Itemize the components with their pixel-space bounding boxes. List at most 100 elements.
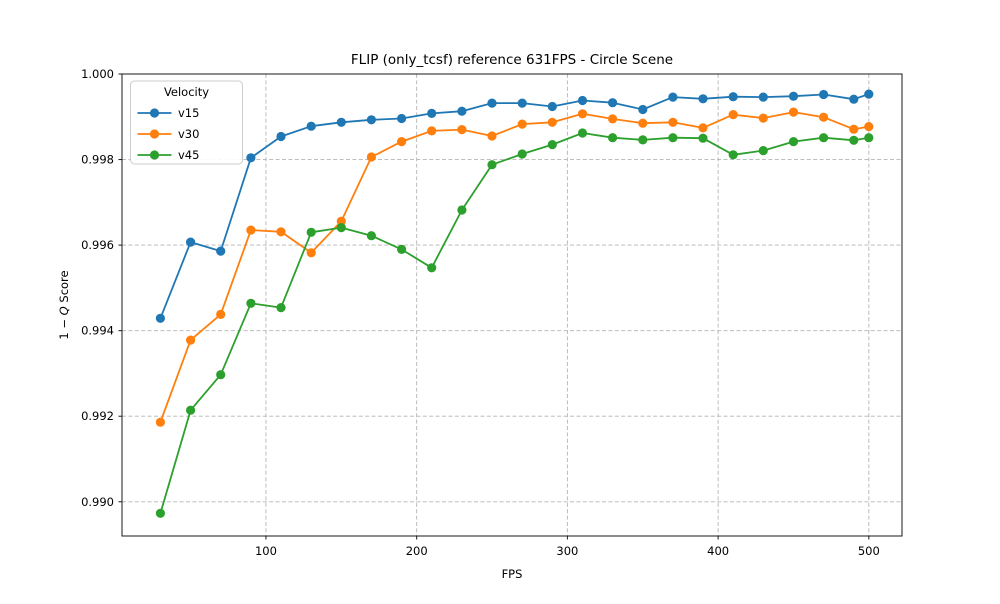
data-point-v30 bbox=[246, 225, 256, 235]
data-point-v15 bbox=[155, 313, 165, 323]
data-point-v45 bbox=[246, 298, 256, 308]
data-point-v45 bbox=[336, 223, 346, 233]
data-point-v30 bbox=[336, 216, 346, 226]
data-point-v30 bbox=[668, 117, 678, 127]
data-point-v15 bbox=[397, 113, 407, 124]
data-point-v45 bbox=[864, 133, 874, 143]
x-tick-label: 500 bbox=[858, 544, 880, 558]
data-point-v30 bbox=[276, 227, 286, 237]
data-point-v30 bbox=[819, 112, 829, 122]
legend-entry-label-v30: v30 bbox=[178, 127, 199, 141]
data-point-v45 bbox=[457, 205, 467, 215]
data-point-v30 bbox=[517, 119, 527, 129]
legend-box bbox=[130, 80, 243, 165]
data-point-v15 bbox=[608, 98, 618, 108]
y-tick-label: 1.000 bbox=[81, 67, 114, 81]
data-point-v15 bbox=[788, 91, 799, 101]
data-point-v15 bbox=[366, 115, 376, 125]
data-point-v30 bbox=[397, 137, 407, 147]
data-point-v45 bbox=[547, 140, 557, 150]
data-point-v15 bbox=[517, 98, 527, 108]
data-point-v30 bbox=[864, 122, 874, 132]
y-tick-label: 0.992 bbox=[81, 409, 114, 423]
data-point-v15 bbox=[336, 117, 346, 127]
data-point-v30 bbox=[547, 117, 557, 127]
y-tick-label: 0.994 bbox=[81, 324, 114, 338]
data-point-v15 bbox=[547, 101, 557, 112]
data-point-v15 bbox=[758, 92, 768, 102]
legend-marker-v45 bbox=[149, 150, 160, 160]
data-point-v30 bbox=[577, 109, 588, 119]
data-point-v30 bbox=[487, 131, 497, 141]
series-line-v45 bbox=[159, 132, 870, 515]
data-point-v15 bbox=[186, 237, 196, 247]
data-point-v15 bbox=[577, 95, 588, 106]
legend-marker-v30 bbox=[149, 129, 160, 139]
data-point-v30 bbox=[638, 118, 648, 128]
data-point-v45 bbox=[397, 244, 407, 254]
data-point-v30 bbox=[728, 110, 738, 120]
data-point-v15 bbox=[668, 92, 678, 102]
data-point-v15 bbox=[457, 106, 467, 116]
data-point-v45 bbox=[788, 137, 799, 147]
x-tick-label: 300 bbox=[556, 544, 578, 558]
data-point-v45 bbox=[155, 508, 165, 518]
data-point-v15 bbox=[306, 121, 316, 131]
data-point-v15 bbox=[276, 131, 286, 142]
y-tick-label: 0.998 bbox=[81, 153, 114, 167]
data-point-v45 bbox=[366, 231, 376, 241]
data-point-v15 bbox=[427, 108, 437, 118]
data-point-v45 bbox=[427, 263, 437, 273]
data-point-v45 bbox=[487, 160, 497, 170]
chart-title: FLIP (only_tcsf) reference 631FPS - Circ… bbox=[351, 52, 673, 68]
legend-entry-label-v15: v15 bbox=[178, 106, 199, 120]
data-point-v15 bbox=[728, 92, 738, 102]
data-point-v45 bbox=[608, 133, 618, 143]
legend-entry-label-v45: v45 bbox=[178, 148, 199, 162]
data-point-v30 bbox=[366, 152, 376, 162]
legend: Velocity v15 v30 v45 bbox=[130, 80, 243, 165]
data-point-v45 bbox=[758, 146, 768, 156]
x-tick-label: 400 bbox=[707, 544, 729, 558]
axis-layer: 100 200 300 400 500 0.990 0.992 0.994 0.996 0.998… bbox=[81, 67, 903, 558]
data-point-v15 bbox=[487, 98, 497, 108]
data-point-v45 bbox=[668, 133, 678, 143]
data-point-v45 bbox=[849, 135, 859, 145]
series-line-v30 bbox=[159, 111, 870, 424]
data-point-v45 bbox=[638, 135, 648, 145]
data-point-v15 bbox=[246, 153, 256, 163]
data-point-v15 bbox=[819, 89, 829, 100]
y-axis-label: 1 − Q Score bbox=[57, 270, 71, 339]
data-point-v45 bbox=[216, 370, 226, 380]
data-point-v45 bbox=[698, 133, 708, 143]
data-point-v30 bbox=[788, 107, 799, 117]
data-point-v45 bbox=[186, 405, 196, 415]
data-point-v45 bbox=[819, 133, 829, 143]
data-point-v45 bbox=[577, 128, 588, 138]
x-tick-label: 200 bbox=[406, 544, 428, 558]
data-point-v15 bbox=[698, 94, 708, 104]
data-point-v45 bbox=[306, 227, 316, 237]
data-point-v45 bbox=[276, 303, 286, 313]
x-tick-label: 100 bbox=[255, 544, 277, 558]
data-point-v30 bbox=[427, 126, 437, 136]
x-axis-label: FPS bbox=[502, 567, 523, 581]
plot-frame bbox=[121, 73, 903, 537]
data-point-v30 bbox=[608, 114, 618, 124]
data-point-v15 bbox=[864, 89, 874, 99]
data-point-v15 bbox=[216, 246, 226, 256]
data-point-v30 bbox=[849, 124, 859, 134]
data-point-v30 bbox=[457, 125, 467, 135]
data-point-v15 bbox=[638, 104, 648, 115]
data-point-v15 bbox=[849, 94, 859, 104]
legend-marker-v15 bbox=[149, 108, 160, 118]
data-point-v30 bbox=[216, 309, 226, 319]
data-point-v30 bbox=[698, 123, 708, 133]
data-point-v45 bbox=[517, 149, 527, 159]
data-point-v30 bbox=[155, 417, 165, 427]
data-point-v30 bbox=[758, 113, 768, 123]
data-point-v30 bbox=[186, 335, 196, 345]
y-tick-label: 0.990 bbox=[81, 495, 114, 509]
